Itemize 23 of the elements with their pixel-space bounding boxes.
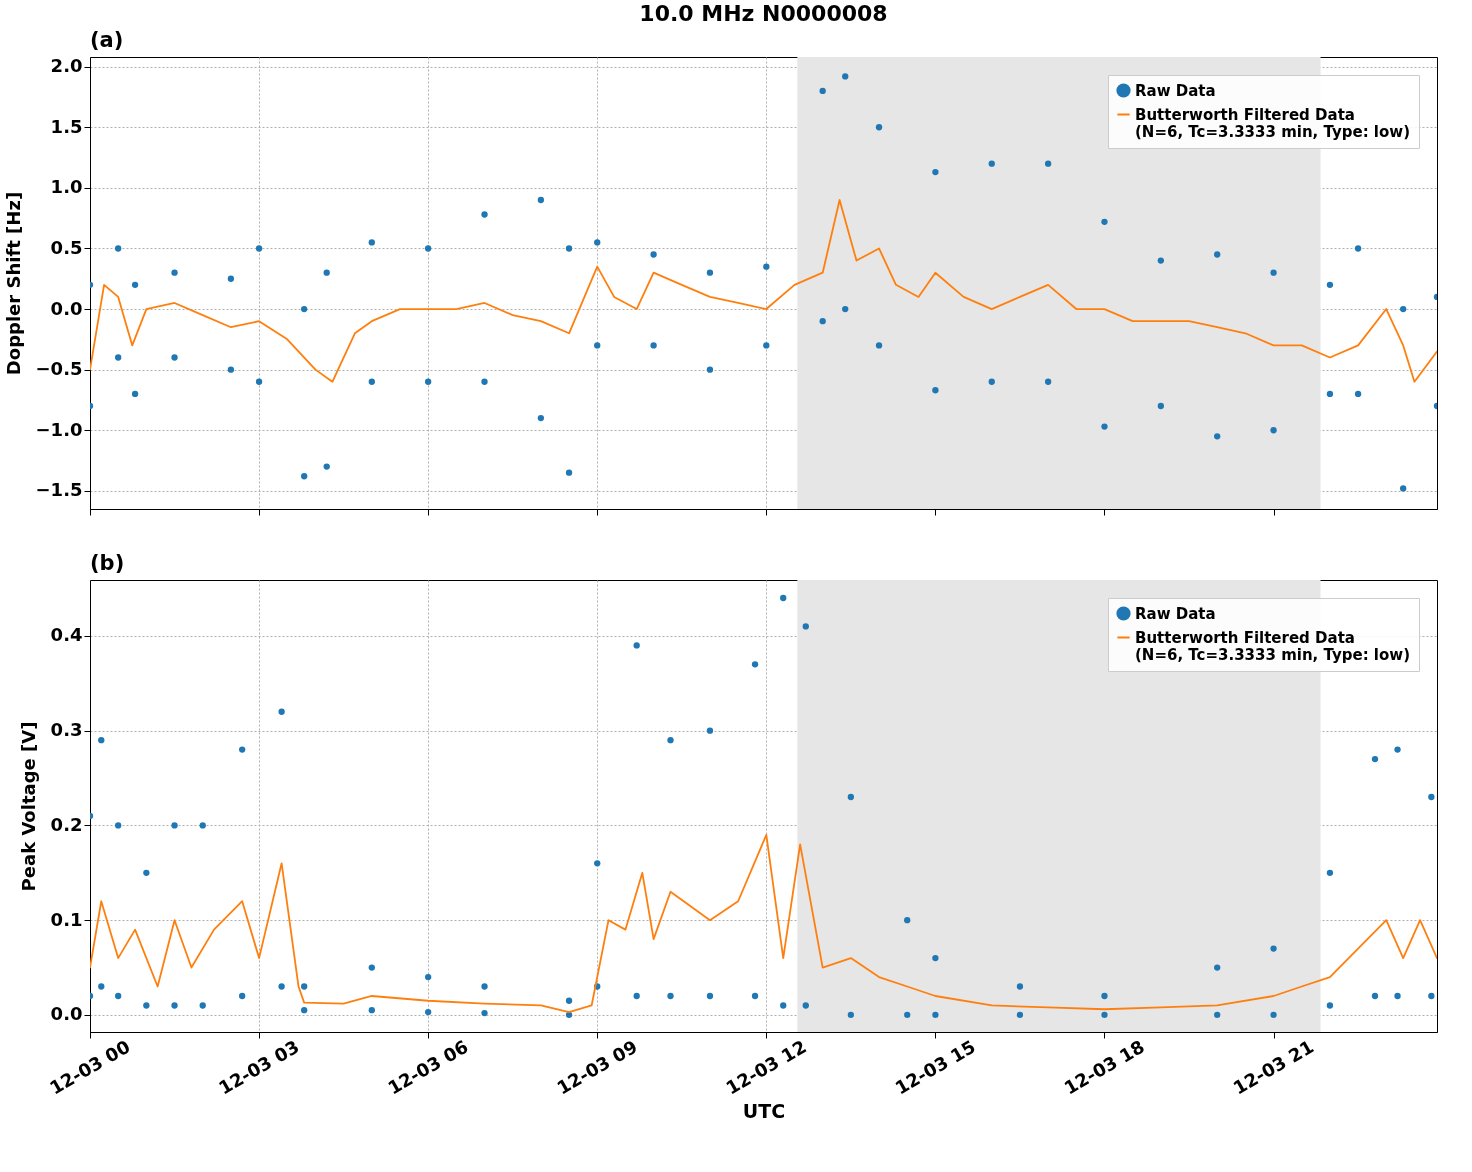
y-tick-label: 0.0 bbox=[50, 1003, 83, 1025]
legend-label: Raw Data bbox=[1135, 81, 1216, 100]
y-tick-label: 0.5 bbox=[50, 236, 83, 258]
legend-label: Butterworth Filtered Data (N=6, Tc=3.3333 min, Type: low) bbox=[1135, 105, 1411, 141]
y-tick-label: 1.0 bbox=[50, 176, 83, 198]
legend-label: Raw Data bbox=[1135, 604, 1216, 623]
chart-title: 10.0 MHz N0000008 bbox=[639, 1, 888, 26]
y-tick-label: 0.0 bbox=[50, 297, 83, 319]
text: (b) bbox=[90, 551, 125, 575]
y-tick-label: 0.4 bbox=[50, 624, 83, 646]
legend-label: Butterworth Filtered Data (N=6, Tc=3.3333 min, Type: low) bbox=[1135, 628, 1411, 664]
y-tick-label: 1.5 bbox=[50, 115, 83, 137]
y-tick-label: 0.2 bbox=[50, 813, 83, 835]
y-tick-label: −0.5 bbox=[35, 358, 83, 380]
text: (a) bbox=[90, 28, 124, 52]
y-axis-title: Doppler Shift [Hz] bbox=[2, 191, 24, 376]
y-tick-label: 2.0 bbox=[50, 55, 83, 77]
y-tick-label: −1.5 bbox=[35, 479, 83, 501]
y-tick-label: 0.3 bbox=[50, 719, 83, 741]
y-tick-label: −1.0 bbox=[35, 418, 83, 440]
y-tick-label: 0.1 bbox=[50, 908, 83, 930]
y-axis-title: Peak Voltage [V] bbox=[17, 721, 39, 892]
x-axis-title: UTC bbox=[742, 1099, 786, 1122]
